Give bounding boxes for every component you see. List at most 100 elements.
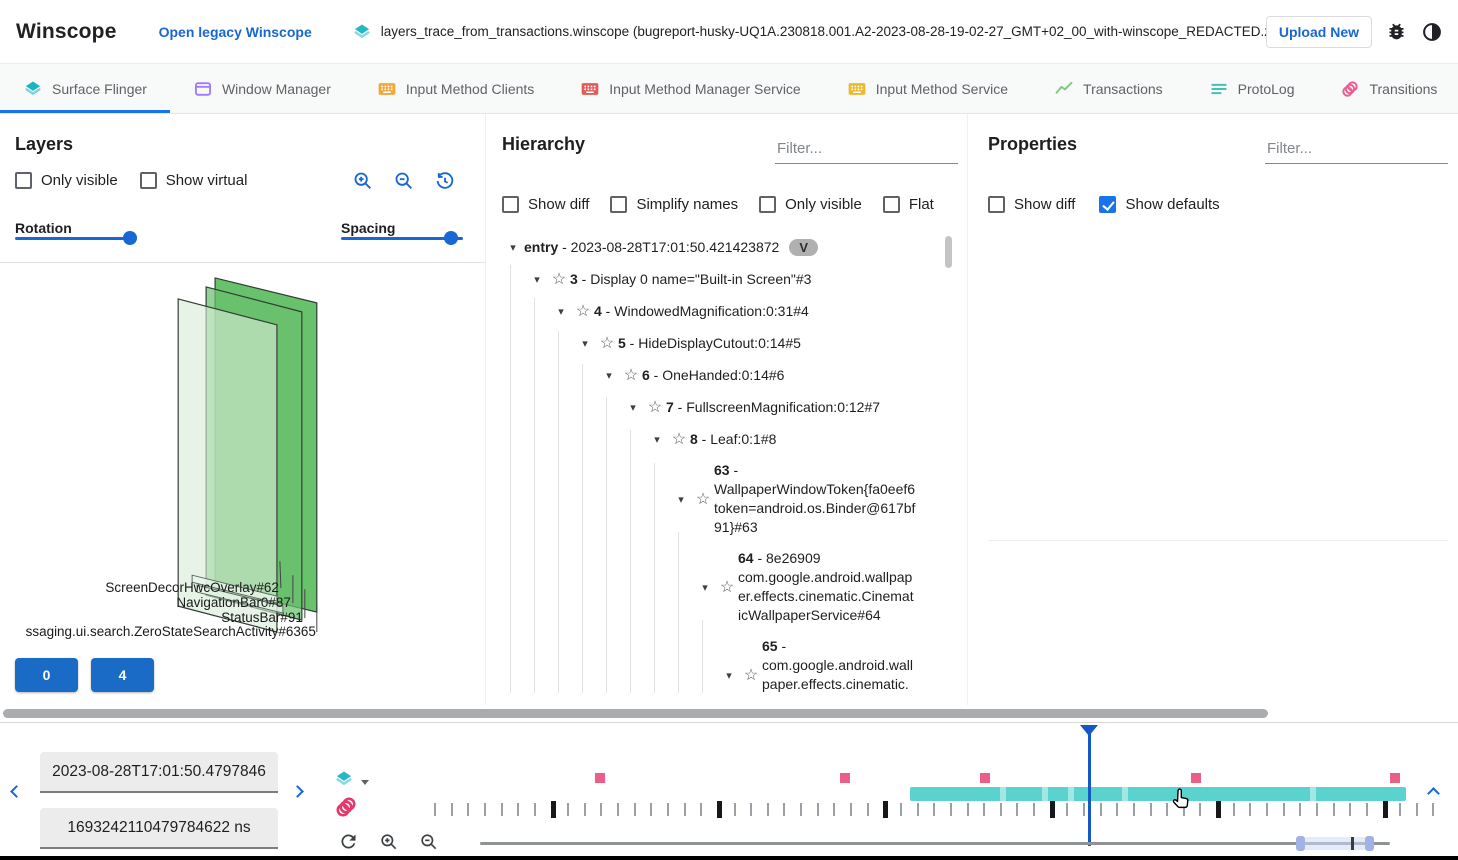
pin-star-icon[interactable]: ☆	[671, 431, 687, 448]
refresh-icon[interactable]	[338, 831, 359, 852]
ns-timestamp-input[interactable]	[40, 808, 278, 849]
bookmark-marker[interactable]	[840, 773, 850, 783]
upload-new-button[interactable]: Upload New	[1265, 15, 1372, 48]
rotation-label: Rotation	[15, 220, 72, 236]
checkbox-box[interactable]	[988, 196, 1005, 213]
slider-track[interactable]	[341, 237, 463, 240]
zoom-in-icon[interactable]	[352, 170, 374, 192]
simplify-names-checkbox[interactable]: Simplify names	[610, 196, 738, 213]
rotation-slider[interactable]	[15, 231, 137, 245]
collapse-arrow-icon[interactable]: ▾	[726, 669, 732, 682]
properties-filter-input[interactable]	[1265, 136, 1448, 164]
collapse-arrow-icon[interactable]: ▾	[606, 369, 612, 382]
layer-button-0[interactable]: 0	[15, 658, 78, 692]
trace-coverage-bar[interactable]	[910, 787, 1406, 801]
pin-star-icon[interactable]: ☆	[599, 335, 615, 352]
transitions-icon[interactable]	[334, 795, 358, 819]
checkbox-box[interactable]	[1099, 196, 1117, 213]
horizontal-scrollbar[interactable]	[3, 709, 1268, 718]
layers-3d-view[interactable]: ScreenDecorHwcOverlay#62NavigationBar0#8…	[0, 262, 486, 654]
spacing-slider[interactable]	[341, 231, 463, 245]
tab-input-method-service[interactable]: Input Method Service	[824, 64, 1031, 113]
timeline-zoom-track[interactable]	[480, 842, 1390, 845]
collapse-arrow-icon[interactable]: ▾	[558, 305, 564, 318]
pin-star-icon[interactable]: ☆	[743, 667, 759, 684]
only-visible-checkbox[interactable]: Only visible	[15, 172, 118, 189]
collapse-arrow-icon[interactable]: ▾	[630, 401, 636, 414]
tab-protolog[interactable]: ProtoLog	[1186, 64, 1318, 113]
tab-surface-flinger[interactable]: Surface Flinger	[0, 64, 170, 113]
layer-button-4[interactable]: 4	[91, 658, 154, 692]
human-timestamp-input[interactable]	[40, 752, 278, 793]
tree-node-63[interactable]: ▾ ☆ 63 - WallpaperWindowToken{fa0eef6 toke…	[502, 455, 958, 543]
collapse-arrow-icon[interactable]: ▾	[510, 242, 516, 254]
bookmark-marker[interactable]	[980, 773, 990, 783]
tree-node-65[interactable]: ▾ ☆ 65 - com.google.android.wallpaper.effe…	[502, 631, 958, 693]
tree-node-8[interactable]: ▾ ☆ 8 - Leaf:0:1#8	[502, 423, 958, 455]
bookmark-marker[interactable]	[1390, 773, 1400, 783]
layer-bar-quad[interactable]	[191, 574, 278, 604]
next-entry-chevron-icon[interactable]	[291, 785, 304, 798]
collapse-arrow-icon[interactable]: ▾	[702, 581, 708, 594]
layer-quad[interactable]	[177, 298, 278, 633]
tree-node-entry[interactable]: ▾ entry - 2023-08-28T17:01:50.421423872 V	[502, 232, 958, 263]
checkbox-box[interactable]	[502, 196, 519, 213]
tab-transitions[interactable]: Transitions	[1317, 64, 1458, 113]
tree-node-7[interactable]: ▾ ☆ 7 - FullscreenMagnification:0:12#7	[502, 391, 958, 423]
checkbox-label: Show defaults	[1125, 196, 1220, 213]
slider-track[interactable]	[15, 237, 137, 240]
show-diff-checkbox[interactable]: Show diff	[502, 196, 589, 213]
layer-bar-quad[interactable]	[196, 584, 284, 614]
tree-node-64[interactable]: ▾ ☆ 64 - 8e26909 com.google.android.wallpa…	[502, 543, 958, 631]
collapse-arrow-icon[interactable]: ▾	[678, 493, 684, 506]
ruler-tick	[1083, 803, 1085, 816]
zoom-out-icon[interactable]	[393, 170, 415, 192]
timeline-zoom-selection[interactable]	[1305, 837, 1365, 850]
collapse-arrow-icon[interactable]: ▾	[654, 433, 660, 446]
reset-view-icon[interactable]	[434, 170, 456, 192]
tab-transactions[interactable]: Transactions	[1031, 64, 1186, 113]
show-diff-checkbox[interactable]: Show diff	[988, 196, 1075, 213]
slider-thumb[interactable]	[444, 231, 458, 245]
checkbox-box[interactable]	[15, 172, 32, 189]
tree-node-4[interactable]: ▾ ☆ 4 - WindowedMagnification:0:31#4	[502, 295, 958, 327]
show-defaults-checkbox[interactable]: Show defaults	[1099, 196, 1220, 213]
pin-star-icon[interactable]: ☆	[719, 579, 735, 596]
flat-checkbox[interactable]: Flat	[882, 196, 934, 213]
slider-thumb[interactable]	[123, 231, 137, 245]
tree-node-6[interactable]: ▾ ☆ 6 - OneHanded:0:14#6	[502, 359, 958, 391]
tree-node-3[interactable]: ▾ ☆ 3 - Display 0 name="Built-in Screen"#3	[502, 263, 958, 295]
tree-node-5[interactable]: ▾ ☆ 5 - HideDisplayCutout:0:14#5	[502, 327, 958, 359]
pin-star-icon[interactable]: ☆	[623, 367, 639, 384]
chevron-down-icon[interactable]	[361, 780, 369, 785]
tree-scrollbar[interactable]	[945, 236, 952, 268]
prev-entry-chevron-icon[interactable]	[10, 785, 23, 798]
zoom-handle-right[interactable]	[1365, 836, 1374, 851]
open-legacy-link[interactable]: Open legacy Winscope	[158, 23, 312, 40]
only-visible-checkbox[interactable]: Only visible	[759, 196, 862, 213]
pin-star-icon[interactable]: ☆	[575, 303, 591, 320]
show-virtual-checkbox[interactable]: Show virtual	[139, 172, 247, 189]
tab-window-manager[interactable]: Window Manager	[170, 64, 354, 113]
tab-input-method-manager-service[interactable]: Input Method Manager Service	[557, 64, 823, 113]
bug-report-icon[interactable]	[1384, 20, 1408, 44]
pin-star-icon[interactable]: ☆	[647, 399, 663, 416]
hierarchy-filter-input[interactable]	[775, 136, 958, 164]
checkbox-box[interactable]	[610, 196, 628, 213]
zoom-handle-left[interactable]	[1296, 836, 1305, 851]
expand-timeline-chevron-icon[interactable]	[1427, 787, 1440, 800]
collapse-arrow-icon[interactable]: ▾	[534, 273, 540, 286]
collapse-arrow-icon[interactable]: ▾	[582, 337, 588, 350]
bookmark-marker[interactable]	[1191, 773, 1201, 783]
zoom-in-icon[interactable]	[379, 832, 399, 852]
checkbox-box[interactable]	[759, 196, 777, 213]
checkbox-box[interactable]	[139, 172, 157, 189]
checkbox-box[interactable]	[882, 196, 900, 213]
pin-star-icon[interactable]: ☆	[551, 271, 567, 288]
theme-toggle-icon[interactable]	[1420, 20, 1444, 44]
tab-input-method-clients[interactable]: Input Method Clients	[354, 64, 557, 113]
pin-star-icon[interactable]: ☆	[695, 491, 711, 508]
layers-icon[interactable]	[334, 769, 354, 789]
zoom-out-icon[interactable]	[419, 832, 439, 852]
bookmark-marker[interactable]	[595, 773, 605, 783]
